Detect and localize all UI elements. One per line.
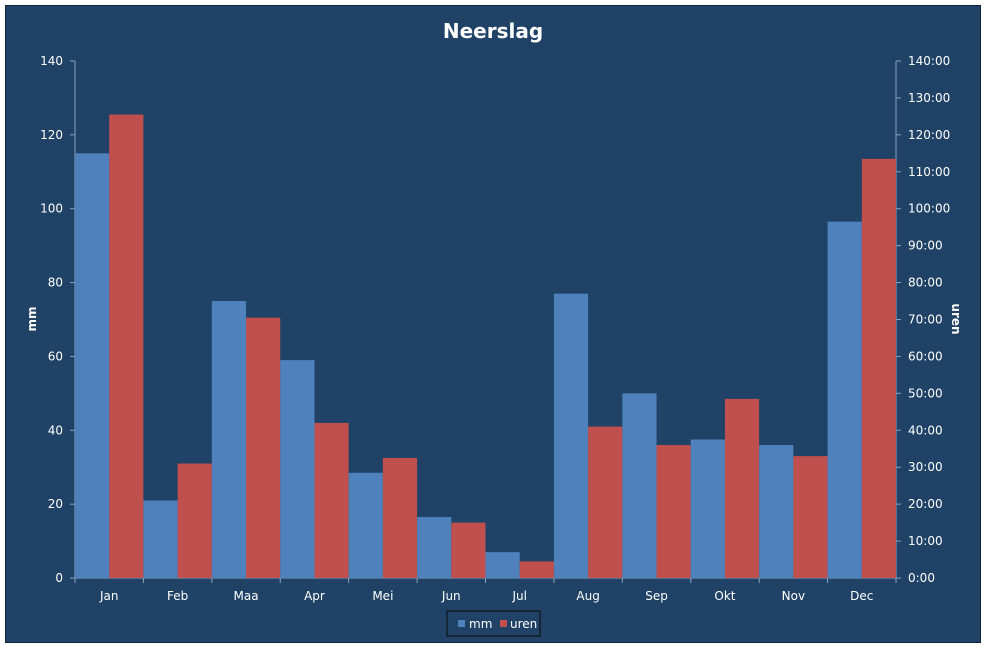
x-tick-label: Apr <box>304 589 325 603</box>
x-tick-label: Aug <box>576 589 599 603</box>
bar-mm <box>211 301 247 578</box>
x-tick-label: Nov <box>782 589 805 603</box>
right-tick-label: 80:00 <box>908 276 943 290</box>
bar-mm <box>417 517 452 578</box>
bars <box>75 114 896 579</box>
left-tick-label: 140 <box>40 54 63 68</box>
left-tick-label: 0 <box>55 571 63 585</box>
right-tick-label: 20:00 <box>908 497 943 511</box>
right-tick-label: 0:00 <box>908 571 935 585</box>
x-tick-label: Mei <box>372 589 393 603</box>
right-tick-label: 130:00 <box>908 91 950 105</box>
bar-uren <box>314 422 349 578</box>
x-tick-label: Jan <box>99 589 119 603</box>
right-tick-label: 10:00 <box>908 534 943 548</box>
left-tick-label: 80 <box>48 276 63 290</box>
bar-uren <box>519 561 554 578</box>
x-tick-label: Dec <box>850 589 873 603</box>
tick-labels: 0 20 40 60 80 100 120 140 0:00 10:00 20:00 30:00 40:… <box>40 54 950 603</box>
bar-mm <box>622 393 657 578</box>
bar-mm <box>553 293 589 578</box>
bar-uren <box>109 114 144 579</box>
x-tick-label: Jun <box>441 589 461 603</box>
left-tick-label: 20 <box>48 497 63 511</box>
left-tick-label: 100 <box>40 202 63 216</box>
bar-mm <box>485 552 520 578</box>
legend-label-mm: mm <box>469 617 492 631</box>
x-tick-label: Sep <box>645 589 668 603</box>
bar-uren <box>724 398 760 578</box>
right-tick-label: 110:00 <box>908 165 950 179</box>
right-tick-label: 50:00 <box>908 386 943 400</box>
legend-swatch-mm <box>458 620 465 627</box>
x-tick-label: Okt <box>714 589 735 603</box>
bar-uren <box>246 317 281 578</box>
legend-swatch-uren <box>500 620 507 627</box>
bar-uren <box>451 522 486 578</box>
right-tick-label: 140:00 <box>908 54 950 68</box>
bar-uren <box>382 457 418 578</box>
bar-mm <box>143 500 178 578</box>
left-tick-label: 120 <box>40 128 63 142</box>
right-tick-label: 30:00 <box>908 460 943 474</box>
right-tick-label: 100:00 <box>908 202 950 216</box>
bar-mm <box>75 153 110 579</box>
right-tick-label: 70:00 <box>908 313 943 327</box>
bar-mm <box>759 445 794 578</box>
left-tick-label: 40 <box>48 423 63 437</box>
right-tick-label: 60:00 <box>908 349 943 363</box>
bar-uren <box>656 445 691 578</box>
bar-mm <box>827 221 862 578</box>
left-axis-title: mm <box>25 306 39 331</box>
bar-mm <box>690 439 725 578</box>
x-tick-label: Jul <box>511 589 526 603</box>
legend: mm uren <box>446 610 541 637</box>
bar-mm <box>348 472 383 578</box>
chart-title: Neerslag <box>443 19 543 43</box>
right-axis-title: uren <box>949 303 963 334</box>
x-tick-label: Feb <box>167 589 188 603</box>
left-tick-label: 60 <box>48 349 63 363</box>
right-tick-label: 120:00 <box>908 128 950 142</box>
bar-mm <box>280 360 315 578</box>
bar-uren <box>793 456 828 578</box>
right-tick-label: 40:00 <box>908 423 943 437</box>
bar-uren <box>861 158 896 578</box>
x-tick-label: Maa <box>234 589 259 603</box>
legend-label-uren: uren <box>510 617 537 631</box>
bar-uren <box>177 463 212 578</box>
bar-uren <box>588 426 623 578</box>
right-tick-label: 90:00 <box>908 239 943 253</box>
